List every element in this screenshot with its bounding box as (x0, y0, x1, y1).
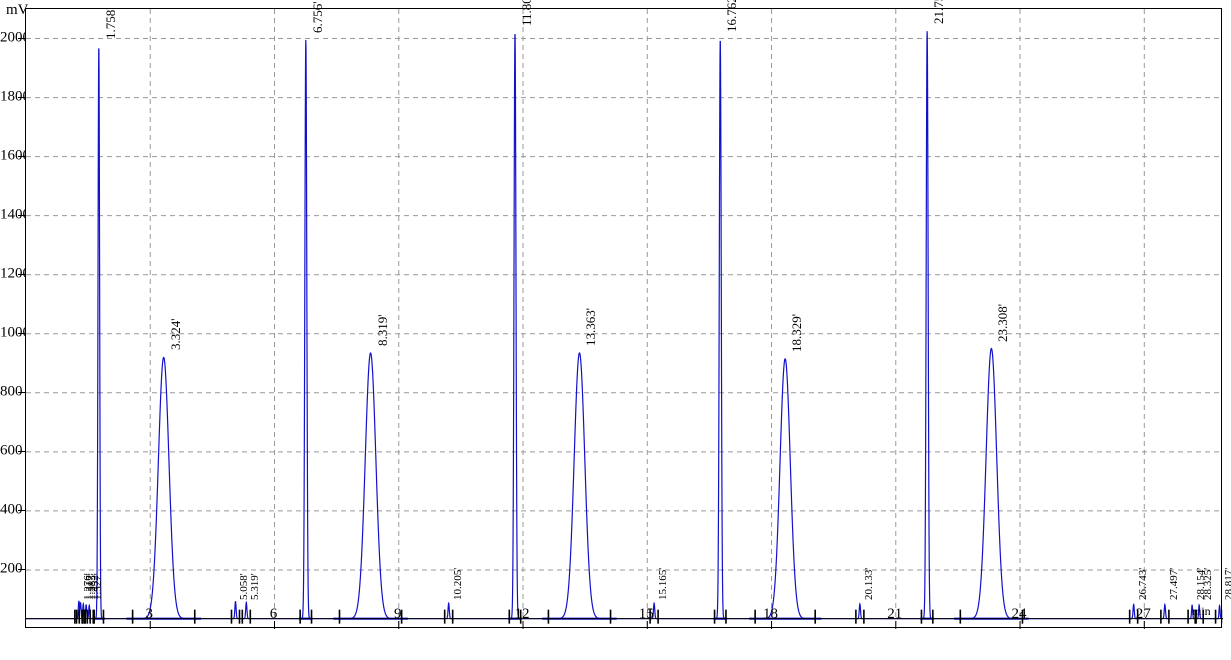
peak-retention-time-label: 1.527' (92, 573, 105, 600)
peak-retention-time-label: 26.743' (1136, 567, 1149, 600)
y-axis-tick-label: 1200 (0, 265, 30, 282)
peak-retention-time-label: 16.762' (724, 0, 740, 33)
peak-retention-time-label: 8.319' (374, 314, 390, 346)
y-axis-tick-mark (18, 214, 25, 216)
peak-retention-time-label: 1.758' (102, 7, 118, 39)
peak-retention-time-label: 23.308' (995, 303, 1011, 342)
y-axis-tick-label: 1400 (0, 206, 30, 223)
y-axis-tick-mark (18, 509, 25, 511)
peak-retention-time-label: 13.363' (583, 307, 599, 346)
peak-retention-time-label: 3.324' (167, 318, 183, 351)
peak-retention-time-label: 6.756' (309, 1, 325, 33)
y-axis-tick-mark (18, 332, 25, 334)
gridlines (26, 9, 1223, 629)
peak-boundary-ticks (74, 609, 1223, 624)
x-axis-major-ticks (149, 621, 1145, 629)
peak-retention-time-label: 10.205' (451, 567, 464, 600)
peak-retention-time-label: 21.757' (931, 0, 947, 24)
y-axis-tick-mark (18, 96, 25, 98)
y-axis-tick-label: 200 (0, 560, 23, 577)
y-axis-tick-label: 1600 (0, 147, 30, 164)
y-axis-tick-label: 1000 (0, 324, 30, 341)
peak-retention-time-label: 28.817' (1222, 567, 1231, 600)
y-axis-tick-mark (18, 155, 25, 157)
peak-retention-time-label: 5.319' (249, 573, 262, 600)
y-axis-tick-mark (18, 37, 25, 39)
y-axis-tick-label: 400 (0, 501, 23, 518)
peak-retention-time-label: 20.133' (862, 567, 875, 600)
y-axis-tick-label: 600 (0, 442, 23, 459)
y-axis-tick-mark (18, 391, 25, 393)
peak-retention-time-label: 27.497' (1167, 567, 1180, 600)
y-axis-tick-label: 1800 (0, 88, 30, 105)
y-axis-unit-label: mV (6, 2, 29, 18)
y-axis-tick-mark (18, 568, 25, 570)
y-axis-tick-label: 800 (0, 383, 23, 400)
y-axis-tick-labels: 200 400 600 800 1000 1200 1400 1600 1800 2000 (0, 0, 30, 660)
plot-area (25, 8, 1223, 629)
y-axis-tick-label: 2000 (0, 29, 30, 46)
peak-retention-time-label: 28.325' (1202, 567, 1215, 600)
chromatogram-plot (26, 9, 1223, 629)
signal-trace (26, 31, 1223, 620)
y-axis-tick-mark (18, 273, 25, 275)
peak-retention-time-label: 11.806' (518, 0, 534, 26)
peak-retention-time-label: 18.329' (789, 313, 805, 352)
peak-retention-time-label: 15.165' (657, 567, 670, 600)
chromatogram-canvas (26, 9, 1223, 629)
y-axis-tick-mark (18, 450, 25, 452)
x-axis-unit-label: min (1192, 604, 1211, 618)
